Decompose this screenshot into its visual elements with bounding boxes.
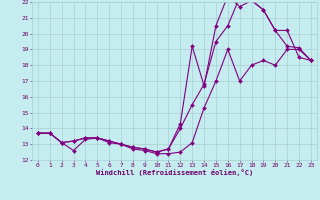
X-axis label: Windchill (Refroidissement éolien,°C): Windchill (Refroidissement éolien,°C) (96, 169, 253, 176)
